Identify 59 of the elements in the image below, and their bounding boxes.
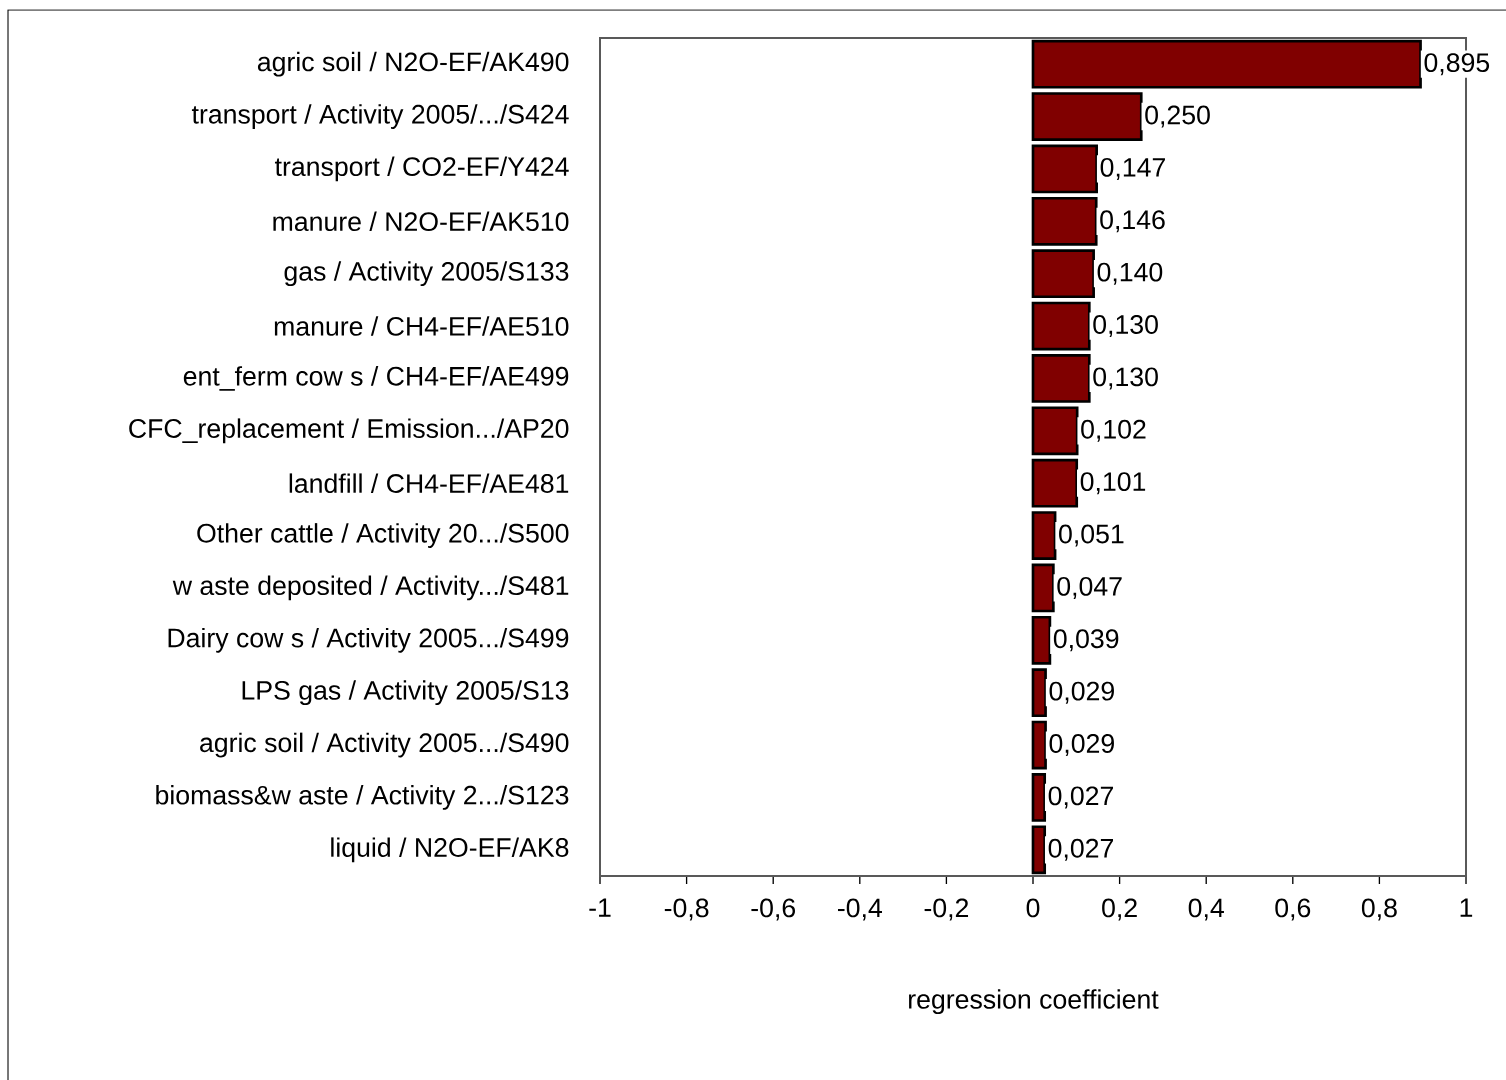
data-label: 0,029 — [1049, 681, 1114, 704]
bar — [1031, 406, 1079, 456]
y-tick-label: landfill / CH4-EF/AE481 — [289, 473, 569, 493]
data-label: 0,130 — [1093, 367, 1158, 390]
data-label: 0,029 — [1049, 734, 1114, 757]
bar — [1031, 615, 1052, 665]
bar — [1031, 458, 1079, 508]
y-tick-label: manure / CH4-EF/AE510 — [274, 316, 569, 336]
x-axis-title: regression coefficient — [909, 989, 1159, 1015]
x-tick-label: 0 — [1026, 898, 1040, 918]
y-tick-label: manure / N2O-EF/AK510 — [273, 211, 569, 232]
data-label: 0,027 — [1048, 838, 1114, 861]
x-tick-label: -0,4 — [838, 898, 882, 921]
data-label: 0,250 — [1145, 105, 1210, 128]
data-label: 0,051 — [1059, 524, 1124, 547]
bar — [1031, 144, 1098, 194]
y-tick-label: liquid / N2O-EF/AK8 — [331, 837, 569, 863]
bar — [1031, 511, 1057, 560]
bar — [1031, 825, 1047, 875]
bar — [1031, 720, 1047, 770]
data-label: 0,039 — [1053, 629, 1119, 652]
data-label: 0,101 — [1080, 472, 1146, 495]
data-label: 0,147 — [1100, 157, 1165, 180]
bar — [1031, 301, 1091, 351]
y-tick-label: gas / Activity 2005/S133 — [284, 261, 569, 287]
y-tick-label: Other cattle / Activity 20.../S500 — [197, 523, 569, 548]
data-label: 0,102 — [1081, 419, 1146, 442]
data-label: 0,130 — [1093, 315, 1158, 338]
bar — [1031, 92, 1143, 141]
bar — [1031, 668, 1047, 718]
y-tick-label: Dairy cow s / Activity 2005.../S499 — [168, 627, 569, 653]
bar — [1031, 563, 1055, 613]
y-tick-label: transport / CO2-EF/Y424 — [274, 156, 569, 182]
y-tick-label: CFC_replacement / Emission.../AP20 — [129, 418, 569, 444]
bar — [1031, 773, 1047, 822]
y-tick-label: ent_ferm cow s / CH4-EF/AE499 — [183, 366, 569, 391]
x-tick-label: -0,2 — [924, 898, 969, 921]
data-label: 0,047 — [1057, 576, 1122, 599]
bar — [1031, 354, 1091, 403]
x-tick-label: -0,6 — [751, 898, 795, 921]
x-tick-label: 0,8 — [1361, 898, 1397, 921]
bar — [1031, 196, 1098, 246]
x-tick-label: -1 — [589, 898, 611, 917]
y-tick-label: transport / Activity 2005/.../S424 — [191, 104, 569, 129]
x-tick-label: 1 — [1460, 898, 1473, 917]
data-label: 0,140 — [1097, 262, 1163, 285]
bar — [1031, 249, 1095, 299]
data-label: 0,027 — [1048, 786, 1114, 809]
x-tick-label: 0,2 — [1102, 898, 1137, 921]
x-tick-label: -0,8 — [664, 898, 709, 921]
y-tick-label: LPS gas / Activity 2005/S13 — [242, 680, 569, 706]
y-tick-label: agric soil / N2O-EF/AK490 — [257, 51, 569, 77]
x-tick-label: 0,6 — [1275, 898, 1311, 921]
y-tick-label: biomass&w aste / Activity 2.../S123 — [156, 785, 569, 810]
data-label: 0,895 — [1424, 53, 1490, 76]
x-tick-label: 0,4 — [1188, 898, 1224, 921]
data-label: 0,146 — [1100, 210, 1165, 233]
y-tick-label: w aste deposited / Activity.../S481 — [172, 575, 569, 601]
y-tick-label: agric soil / Activity 2005.../S490 — [200, 732, 569, 758]
